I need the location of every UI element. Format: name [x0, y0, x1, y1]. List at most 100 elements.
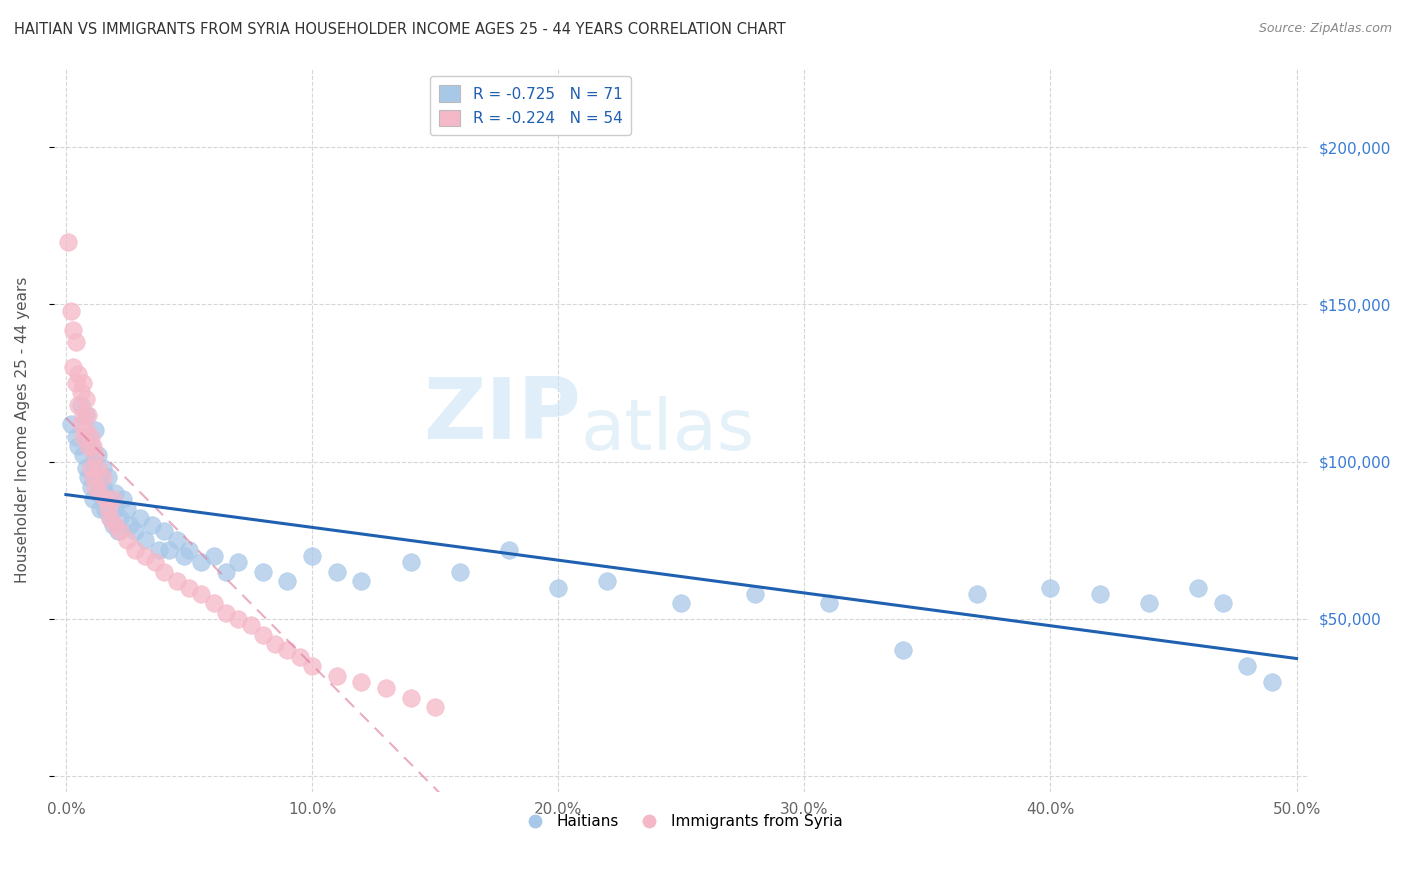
- Point: [67, 398, 90, 412]
- Point: [818, 596, 841, 610]
- Point: [498, 542, 520, 557]
- Point: [350, 674, 373, 689]
- Point: [374, 681, 396, 695]
- Point: [59, 303, 82, 318]
- Point: [75, 392, 97, 406]
- Point: [301, 549, 323, 563]
- Point: [226, 555, 249, 569]
- Point: [72, 376, 94, 390]
- Point: [79, 439, 101, 453]
- Point: [202, 549, 225, 563]
- Point: [98, 492, 121, 507]
- Point: [94, 486, 117, 500]
- Point: [173, 549, 195, 563]
- Point: [891, 643, 914, 657]
- Point: [72, 449, 94, 463]
- Point: [77, 408, 100, 422]
- Point: [84, 449, 107, 463]
- Point: [82, 455, 104, 469]
- Point: [104, 486, 127, 500]
- Point: [89, 486, 111, 500]
- Point: [153, 565, 176, 579]
- Point: [67, 439, 90, 453]
- Text: atlas: atlas: [581, 396, 755, 465]
- Point: [134, 549, 156, 563]
- Point: [65, 335, 87, 350]
- Point: [350, 574, 373, 589]
- Point: [288, 649, 311, 664]
- Point: [75, 461, 97, 475]
- Point: [325, 668, 347, 682]
- Point: [202, 596, 225, 610]
- Point: [157, 542, 180, 557]
- Point: [153, 524, 176, 538]
- Point: [190, 555, 212, 569]
- Point: [252, 565, 274, 579]
- Point: [148, 542, 170, 557]
- Point: [226, 612, 249, 626]
- Point: [252, 628, 274, 642]
- Point: [77, 439, 100, 453]
- Point: [117, 533, 139, 548]
- Point: [82, 470, 104, 484]
- Point: [77, 429, 100, 443]
- Point: [65, 376, 87, 390]
- Point: [87, 461, 110, 475]
- Point: [547, 581, 569, 595]
- Point: [1261, 674, 1284, 689]
- Point: [276, 643, 298, 657]
- Point: [744, 587, 766, 601]
- Point: [143, 555, 166, 569]
- Point: [107, 524, 129, 538]
- Point: [87, 486, 110, 500]
- Point: [423, 700, 446, 714]
- Point: [59, 417, 82, 431]
- Point: [79, 480, 101, 494]
- Point: [67, 367, 90, 381]
- Point: [399, 690, 422, 705]
- Point: [301, 659, 323, 673]
- Point: [399, 555, 422, 569]
- Point: [84, 480, 107, 494]
- Point: [84, 470, 107, 484]
- Point: [264, 637, 287, 651]
- Point: [166, 574, 188, 589]
- Point: [97, 470, 120, 484]
- Point: [141, 517, 163, 532]
- Point: [325, 565, 347, 579]
- Point: [104, 501, 127, 516]
- Point: [104, 517, 127, 532]
- Point: [77, 470, 100, 484]
- Point: [215, 565, 238, 579]
- Point: [1088, 587, 1111, 601]
- Point: [58, 235, 80, 249]
- Point: [91, 492, 114, 507]
- Point: [101, 517, 124, 532]
- Point: [1137, 596, 1160, 610]
- Point: [596, 574, 619, 589]
- Point: [62, 322, 84, 336]
- Point: [84, 423, 107, 437]
- Point: [117, 501, 139, 516]
- Point: [276, 574, 298, 589]
- Point: [134, 533, 156, 548]
- Point: [94, 501, 117, 516]
- Point: [671, 596, 693, 610]
- Point: [65, 429, 87, 443]
- Point: [111, 492, 134, 507]
- Text: ZIP: ZIP: [423, 375, 581, 458]
- Point: [98, 511, 121, 525]
- Point: [89, 470, 111, 484]
- Point: [79, 429, 101, 443]
- Text: Source: ZipAtlas.com: Source: ZipAtlas.com: [1258, 22, 1392, 36]
- Text: HAITIAN VS IMMIGRANTS FROM SYRIA HOUSEHOLDER INCOME AGES 25 - 44 YEARS CORRELATI: HAITIAN VS IMMIGRANTS FROM SYRIA HOUSEHO…: [14, 22, 786, 37]
- Point: [215, 606, 238, 620]
- Point: [118, 517, 141, 532]
- Point: [97, 501, 120, 516]
- Point: [82, 439, 104, 453]
- Point: [124, 524, 146, 538]
- Point: [108, 511, 131, 525]
- Point: [177, 542, 200, 557]
- Point: [94, 492, 117, 507]
- Point: [91, 470, 114, 484]
